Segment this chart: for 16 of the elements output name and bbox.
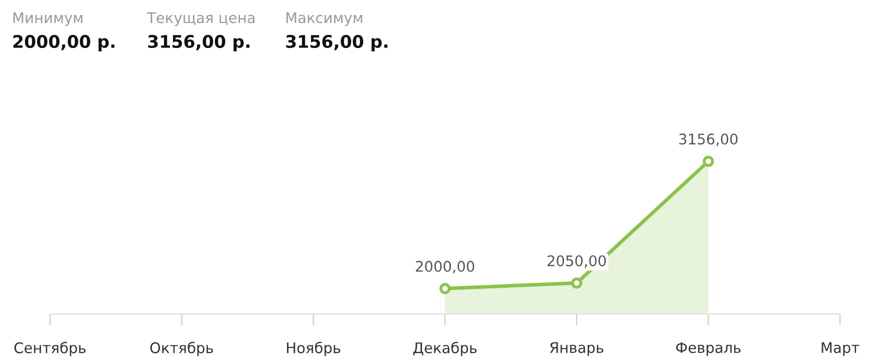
- data-label: 2050,00: [548, 255, 606, 268]
- text: 2000,00 р.: [13, 34, 114, 52]
- x-tick-label: Январь: [550, 342, 604, 356]
- x-tick-label: Ноябрь: [287, 342, 340, 356]
- text: Минимум: [13, 12, 82, 26]
- data-label: 2000,00: [416, 260, 474, 274]
- text: Текущая цена: [146, 12, 254, 26]
- x-tick-label: Октябрь: [150, 342, 214, 356]
- x-tick-label: Декабрь: [413, 342, 477, 356]
- text: 3156,00 р.: [286, 34, 388, 52]
- x-tick-label: Февраль: [676, 342, 741, 356]
- text: 3156,00 р.: [148, 34, 250, 52]
- data-label: 3156,00: [679, 134, 738, 146]
- x-tick-label: Март: [822, 342, 860, 356]
- x-tick-label: Сентябрь: [14, 342, 86, 356]
- text: Максимум: [286, 12, 362, 26]
